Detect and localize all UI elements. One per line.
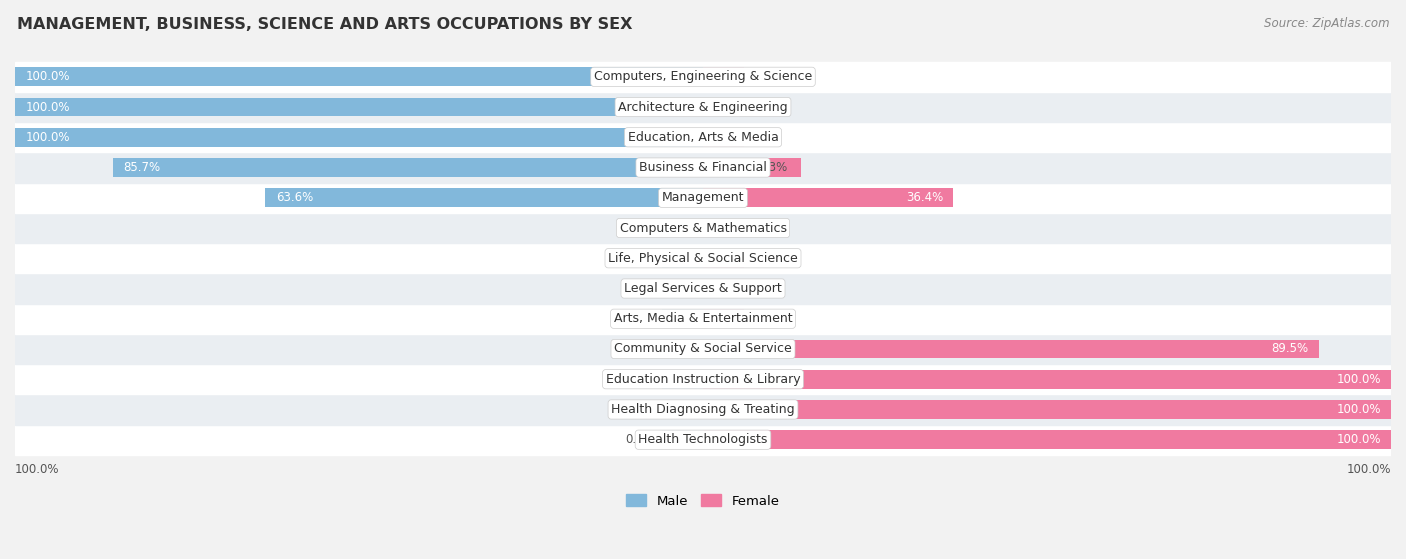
Text: 0.0%: 0.0% <box>751 70 780 83</box>
Text: Health Technologists: Health Technologists <box>638 433 768 446</box>
Bar <box>703 98 744 116</box>
Text: 100.0%: 100.0% <box>1336 433 1381 446</box>
Text: 0.0%: 0.0% <box>751 282 780 295</box>
Text: MANAGEMENT, BUSINESS, SCIENCE AND ARTS OCCUPATIONS BY SEX: MANAGEMENT, BUSINESS, SCIENCE AND ARTS O… <box>17 17 633 32</box>
Bar <box>15 92 1391 122</box>
Text: Life, Physical & Social Science: Life, Physical & Social Science <box>609 252 797 265</box>
Bar <box>15 213 1391 243</box>
Bar <box>15 273 1391 304</box>
Text: Business & Financial: Business & Financial <box>640 161 766 174</box>
Bar <box>703 249 744 268</box>
Text: Architecture & Engineering: Architecture & Engineering <box>619 101 787 113</box>
Text: 63.6%: 63.6% <box>276 191 314 204</box>
Bar <box>703 128 744 146</box>
Bar <box>662 340 703 358</box>
Bar <box>15 68 703 86</box>
Bar <box>703 340 1319 358</box>
Bar <box>703 279 744 298</box>
Bar <box>662 188 703 207</box>
Bar <box>662 249 703 268</box>
Text: Source: ZipAtlas.com: Source: ZipAtlas.com <box>1264 17 1389 30</box>
Bar <box>15 364 1391 394</box>
Text: 100.0%: 100.0% <box>25 70 70 83</box>
Text: Community & Social Service: Community & Social Service <box>614 343 792 356</box>
Text: 0.0%: 0.0% <box>626 282 655 295</box>
Text: 89.5%: 89.5% <box>1271 343 1309 356</box>
Bar <box>114 158 703 177</box>
Bar <box>662 98 703 116</box>
Text: 0.0%: 0.0% <box>751 312 780 325</box>
Bar <box>703 309 744 328</box>
Bar <box>15 243 1391 273</box>
Bar <box>703 430 744 449</box>
Text: 0.0%: 0.0% <box>626 433 655 446</box>
Text: 0.0%: 0.0% <box>626 252 655 265</box>
Text: 0.0%: 0.0% <box>626 403 655 416</box>
Text: 100.0%: 100.0% <box>15 463 59 476</box>
Bar <box>703 430 1391 449</box>
Text: 100.0%: 100.0% <box>25 131 70 144</box>
Text: 85.7%: 85.7% <box>124 161 160 174</box>
Text: 0.0%: 0.0% <box>751 101 780 113</box>
Bar <box>703 400 744 419</box>
Text: 100.0%: 100.0% <box>1336 373 1381 386</box>
Bar <box>703 400 1391 419</box>
Bar <box>662 309 703 328</box>
Text: 14.3%: 14.3% <box>751 161 789 174</box>
Legend: Male, Female: Male, Female <box>621 489 785 513</box>
Text: 36.4%: 36.4% <box>905 191 943 204</box>
Text: 0.0%: 0.0% <box>626 221 655 235</box>
Text: 100.0%: 100.0% <box>1336 403 1381 416</box>
Bar <box>15 394 1391 425</box>
Bar <box>15 153 1391 183</box>
Text: Education Instruction & Library: Education Instruction & Library <box>606 373 800 386</box>
Text: Health Diagnosing & Treating: Health Diagnosing & Treating <box>612 403 794 416</box>
Text: 100.0%: 100.0% <box>1347 463 1391 476</box>
Text: Education, Arts & Media: Education, Arts & Media <box>627 131 779 144</box>
Bar <box>15 183 1391 213</box>
Bar <box>15 98 703 116</box>
Bar <box>662 158 703 177</box>
Bar <box>15 425 1391 455</box>
Bar <box>662 279 703 298</box>
Bar <box>703 370 1391 389</box>
Bar <box>703 188 744 207</box>
Bar <box>662 430 703 449</box>
Bar <box>631 340 703 358</box>
Text: 0.0%: 0.0% <box>626 373 655 386</box>
Text: Legal Services & Support: Legal Services & Support <box>624 282 782 295</box>
Text: 0.0%: 0.0% <box>751 131 780 144</box>
Bar <box>15 61 1391 92</box>
Bar <box>703 188 953 207</box>
Bar <box>703 370 744 389</box>
Bar <box>703 68 744 86</box>
Text: Computers & Mathematics: Computers & Mathematics <box>620 221 786 235</box>
Text: 10.5%: 10.5% <box>617 343 655 356</box>
Bar <box>662 219 703 238</box>
Text: Management: Management <box>662 191 744 204</box>
Bar <box>15 304 1391 334</box>
Bar <box>703 219 744 238</box>
Text: 100.0%: 100.0% <box>25 101 70 113</box>
Text: 0.0%: 0.0% <box>751 252 780 265</box>
Bar <box>662 400 703 419</box>
Bar <box>703 340 744 358</box>
Bar <box>15 122 1391 153</box>
Bar <box>703 158 744 177</box>
Bar <box>662 370 703 389</box>
Bar <box>662 68 703 86</box>
Text: Computers, Engineering & Science: Computers, Engineering & Science <box>593 70 813 83</box>
Text: Arts, Media & Entertainment: Arts, Media & Entertainment <box>613 312 793 325</box>
Bar <box>15 128 703 146</box>
Bar <box>15 334 1391 364</box>
Bar <box>703 158 801 177</box>
Bar <box>662 128 703 146</box>
Bar <box>266 188 703 207</box>
Text: 0.0%: 0.0% <box>751 221 780 235</box>
Text: 0.0%: 0.0% <box>626 312 655 325</box>
